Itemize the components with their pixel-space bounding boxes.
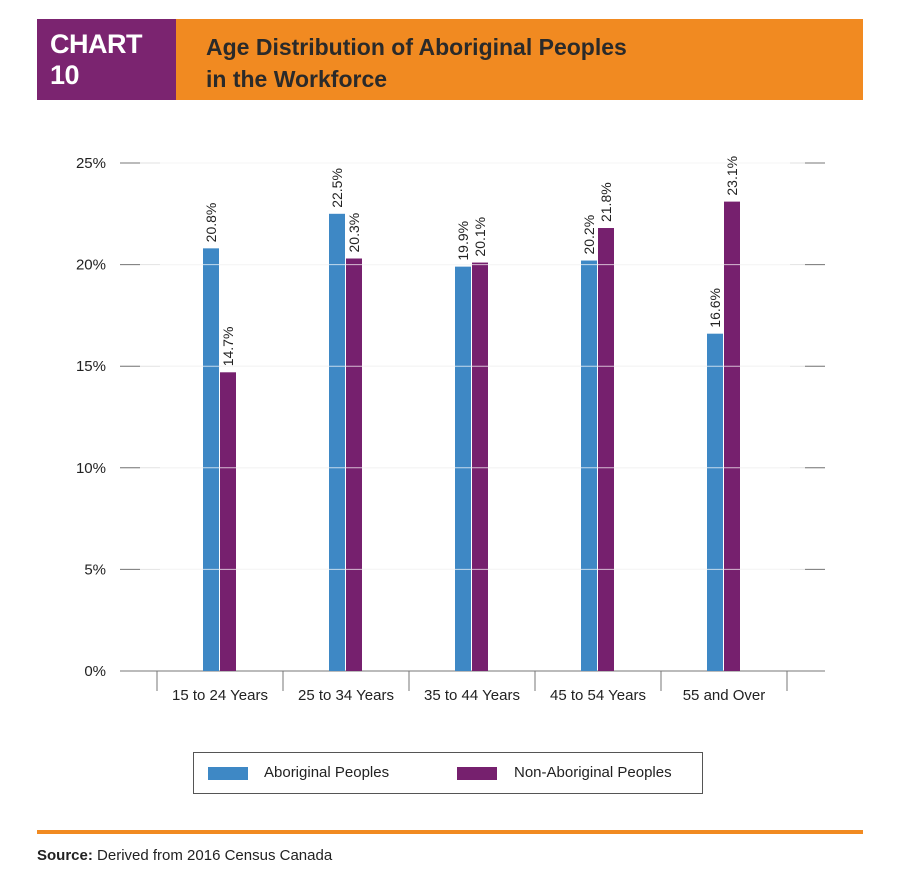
chart-number-tag: CHART 10 xyxy=(37,19,176,100)
y-tick-label: 5% xyxy=(84,561,106,578)
data-label: 20.8% xyxy=(203,203,219,243)
chart-legend: Aboriginal Peoples Non-Aboriginal People… xyxy=(193,752,703,794)
data-label: 19.9% xyxy=(455,221,471,261)
chart-title-banner: Age Distribution of Aboriginal Peoples i… xyxy=(176,19,863,100)
chart-header: CHART 10 Age Distribution of Aboriginal … xyxy=(37,19,863,100)
bar-aboriginal xyxy=(203,248,219,671)
chart-title-line-2: in the Workforce xyxy=(206,66,388,92)
bar-aboriginal xyxy=(455,266,471,671)
chart-title-line-1: Age Distribution of Aboriginal Peoples xyxy=(206,34,627,60)
bar-non-aboriginal xyxy=(220,372,236,671)
legend-swatch-non-aboriginal xyxy=(457,767,497,780)
x-tick-label: 45 to 54 Years xyxy=(550,687,646,704)
x-tick-label: 35 to 44 Years xyxy=(424,687,520,704)
data-label: 14.7% xyxy=(220,327,236,367)
x-tick-label: 25 to 34 Years xyxy=(298,687,394,704)
y-tick-label: 25% xyxy=(76,155,106,172)
y-tick-label: 15% xyxy=(76,358,106,375)
y-tick-label: 0% xyxy=(84,663,106,680)
legend-swatch-aboriginal xyxy=(208,767,248,780)
source-text: Derived from 2016 Census Canada xyxy=(97,847,333,864)
data-label: 20.2% xyxy=(581,215,597,255)
data-label: 20.1% xyxy=(472,217,488,257)
source-note: Source: Derived from 2016 Census Canada xyxy=(37,847,332,864)
x-tick-label: 15 to 24 Years xyxy=(172,687,268,704)
bar-non-aboriginal xyxy=(598,228,614,672)
bar-non-aboriginal xyxy=(346,258,362,671)
footer-rule xyxy=(37,830,863,834)
chart-number: CHART 10 xyxy=(50,29,143,90)
legend-label-non-aboriginal: Non-Aboriginal Peoples xyxy=(514,764,672,781)
data-label: 20.3% xyxy=(346,213,362,253)
source-label: Source: xyxy=(37,847,93,864)
y-tick-label: 10% xyxy=(76,460,106,477)
bar-aboriginal xyxy=(329,213,345,672)
bar-aboriginal xyxy=(707,333,723,671)
bar-aboriginal xyxy=(581,260,597,671)
data-label: 16.6% xyxy=(707,288,723,328)
x-tick-label: 55 and Over xyxy=(683,687,766,704)
bar-non-aboriginal xyxy=(472,262,488,671)
y-tick-label: 20% xyxy=(76,257,106,274)
data-label: 23.1% xyxy=(724,156,740,196)
bar-non-aboriginal xyxy=(724,201,740,671)
data-label: 22.5% xyxy=(329,168,345,208)
legend-label-aboriginal: Aboriginal Peoples xyxy=(264,764,390,781)
data-label: 21.8% xyxy=(598,182,614,222)
